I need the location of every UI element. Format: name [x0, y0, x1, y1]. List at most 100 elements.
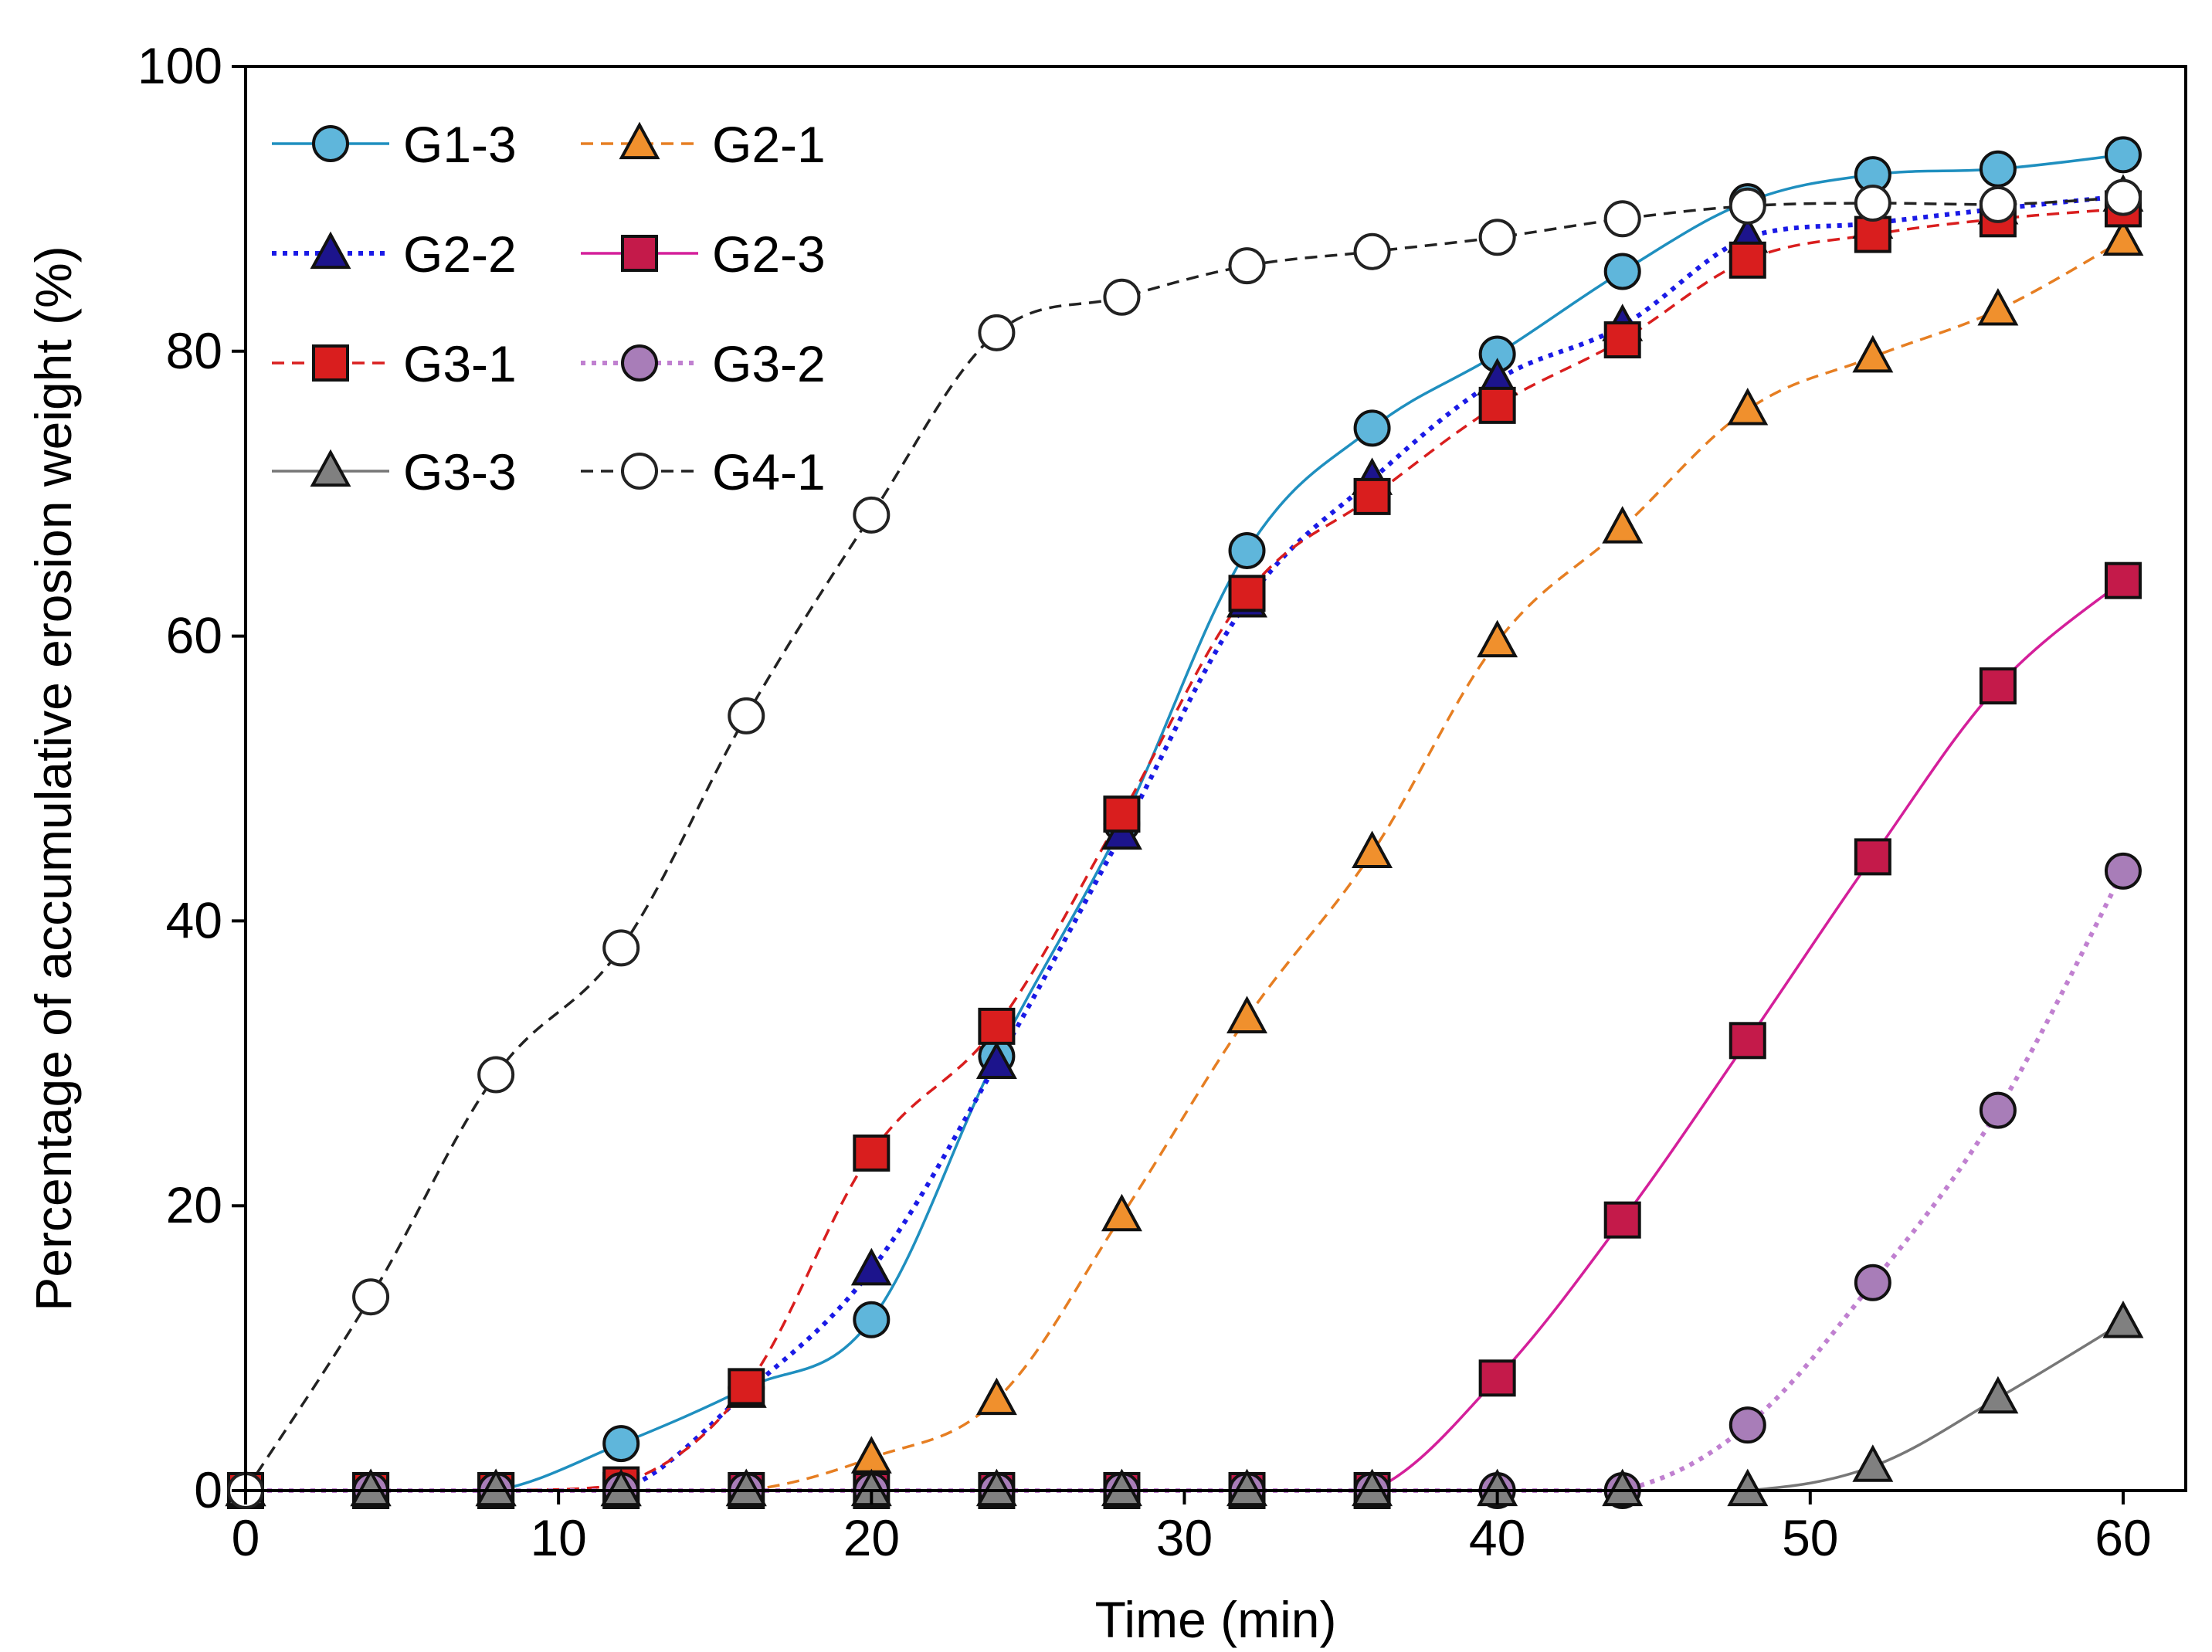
y-tick-label: 100: [137, 37, 222, 94]
legend-marker: [621, 453, 658, 490]
legend-label: G2-1: [712, 116, 826, 173]
data-point-G2-1: [1352, 830, 1393, 869]
data-point-G2-2: [975, 1041, 1017, 1079]
data-point-G2-3: [1478, 1359, 1516, 1397]
data-point-G1-3: [2104, 136, 2142, 174]
data-point-G3-1: [1478, 386, 1516, 424]
legend-item-G4-1: G4-1: [581, 443, 826, 500]
legend-label: G2-2: [403, 226, 517, 283]
legend-marker: [310, 231, 351, 270]
data-point-G2-1: [1226, 996, 1267, 1033]
series-G3-3: [246, 1321, 2124, 1492]
legend-label: G3-3: [403, 443, 517, 500]
legend-marker: [310, 449, 351, 487]
data-point-G2-1: [1852, 334, 1894, 373]
legend-item-G3-3: G3-3: [272, 443, 517, 500]
legend-marker: [621, 344, 658, 382]
data-point-G4-1: [1103, 278, 1141, 316]
data-point-G3-3: [350, 1468, 392, 1507]
data-point-G3-1: [728, 1368, 765, 1406]
data-point-G4-1: [1478, 219, 1516, 256]
series-line-G2-3: [246, 579, 2125, 1492]
data-point-G3-3: [1602, 1468, 1644, 1507]
legend-marker: [312, 344, 349, 382]
legend-label: G2-3: [712, 226, 826, 283]
series-points-G3-2: [227, 852, 2142, 1509]
data-point-G2-3: [2104, 561, 2142, 599]
series-points-G4-1: [227, 178, 2142, 1509]
data-point-G2-1: [1477, 619, 1518, 658]
data-point-G2-1: [1101, 1193, 1142, 1232]
data-point-G3-1: [1603, 321, 1641, 359]
y-tick-label: 40: [166, 891, 222, 948]
series-points-G2-1: [225, 218, 2144, 1507]
x-tick-label: 20: [843, 1509, 900, 1566]
data-point-G2-1: [1727, 388, 1769, 426]
y-axis-title: Percentage of accumulative erosion weigh…: [25, 246, 82, 1311]
data-point-G4-1: [853, 496, 891, 534]
data-point-G3-3: [475, 1468, 517, 1507]
data-point-G4-1: [1228, 247, 1266, 285]
series-G2-3: [246, 579, 2125, 1492]
y-tick-label: 60: [166, 607, 222, 664]
data-point-G3-1: [978, 1007, 1016, 1045]
legend-label: G3-2: [712, 335, 826, 392]
data-point-G1-3: [1228, 531, 1266, 569]
legend-item-G1-3: G1-3: [272, 116, 517, 173]
data-point-G3-2: [1979, 1091, 2017, 1129]
data-point-G3-2: [2104, 852, 2142, 890]
series-line-G2-2: [246, 193, 2124, 1494]
data-point-G3-3: [1852, 1444, 1894, 1482]
y-tick-label: 80: [166, 322, 222, 379]
series-line-G2-1: [246, 239, 2124, 1492]
data-point-G2-3: [1729, 1022, 1766, 1060]
data-point-G3-3: [1352, 1468, 1393, 1507]
data-point-G4-1: [1729, 187, 1766, 225]
y-tick-label: 0: [194, 1461, 222, 1518]
x-tick-label: 50: [1782, 1509, 1838, 1566]
data-point-G3-3: [600, 1468, 642, 1507]
legend-item-G2-2: G2-2: [272, 226, 517, 283]
x-tick-label: 30: [1156, 1509, 1213, 1566]
series-line-G4-1: [244, 195, 2124, 1491]
data-point-G3-1: [1353, 477, 1391, 515]
data-point-G2-1: [2102, 218, 2144, 256]
series-line-G3-3: [246, 1321, 2124, 1492]
series-line-G1-3: [246, 153, 2124, 1492]
legend-item-G2-3: G2-3: [581, 226, 826, 283]
data-point-G4-1: [352, 1278, 390, 1316]
series-G1-3: [246, 153, 2124, 1492]
data-point-G3-3: [1477, 1468, 1518, 1507]
data-point-G1-3: [1353, 409, 1391, 447]
data-point-G4-1: [1603, 200, 1641, 238]
data-point-G2-1: [1602, 506, 1644, 544]
data-point-G2-3: [1979, 667, 2017, 705]
data-point-G3-3: [1226, 1468, 1267, 1507]
data-point-G3-3: [725, 1468, 767, 1507]
data-point-G4-1: [1353, 232, 1391, 270]
legend-label: G3-1: [403, 335, 517, 392]
x-tick-label: 10: [530, 1509, 586, 1566]
legend-item-G2-1: G2-1: [581, 116, 826, 173]
data-point-G2-1: [850, 1436, 892, 1474]
plot-frame: [244, 65, 2187, 1492]
data-point-G4-1: [602, 929, 640, 967]
axes-layer: [244, 65, 2187, 1492]
data-point-G1-3: [853, 1301, 891, 1338]
data-point-G3-3: [2102, 1301, 2144, 1338]
data-point-G2-2: [850, 1247, 892, 1286]
data-point-G2-1: [975, 1377, 1017, 1416]
series-points-G2-3: [227, 561, 2142, 1509]
x-tick-label: 40: [1469, 1509, 1525, 1566]
data-point-G2-3: [1854, 838, 1891, 876]
data-point-G3-2: [1854, 1264, 1891, 1301]
data-point-G4-1: [1854, 185, 1891, 222]
data-point-G2-1: [1977, 287, 2019, 326]
data-point-G3-3: [1101, 1468, 1142, 1507]
series-G2-2: [246, 193, 2124, 1494]
data-point-G1-3: [1979, 150, 2017, 188]
legend-label: G4-1: [712, 443, 826, 500]
series-line-G3-2: [246, 870, 2125, 1494]
data-point-G3-1: [1854, 215, 1891, 253]
